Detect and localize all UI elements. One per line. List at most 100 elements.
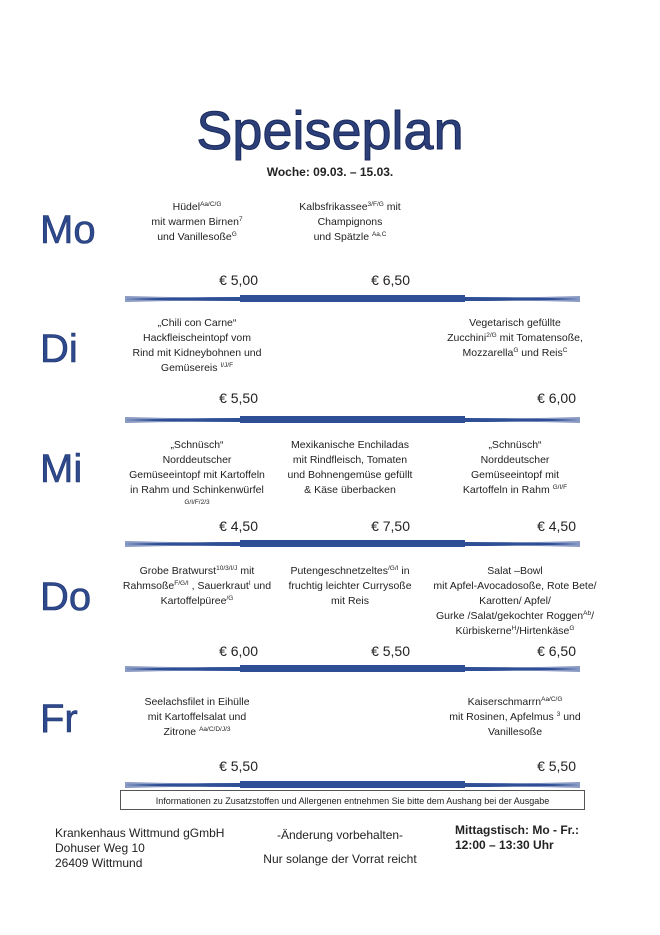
dish-text: „Chili con Carne“ — [157, 317, 237, 329]
dish-line: G/I/F/2/3 — [112, 498, 282, 513]
dish-line: und Bohnengemüse gefüllt — [275, 468, 425, 483]
allergen-code: Aa,C — [371, 231, 387, 238]
allergen-code: Aa/C/G — [200, 201, 222, 208]
dish-line: Grobe Bratwurst10/3/I/J mit — [112, 564, 282, 579]
dish-line: Karotten/ Apfel/ — [415, 594, 615, 609]
dish-price: € 5,50 — [219, 758, 258, 774]
dish-line: fruchtig leichter Currysoße — [275, 579, 425, 594]
dish-text: Gemüseeintopf mit — [470, 469, 560, 481]
dish-line: mit Rosinen, Apfelmus 3 und — [415, 710, 615, 725]
dish-text: „Schnüsch“ — [488, 439, 542, 451]
dish-text: und — [250, 580, 272, 592]
dish-line: „Schnüsch“ — [415, 438, 615, 453]
dish-text: Kartoffeln in Rahm — [462, 484, 553, 496]
hours-label: Mittagstisch: Mo - Fr.: — [455, 823, 579, 837]
dish-text: Hackfleischeintopf vom — [143, 332, 251, 344]
dish-description: Vegetarisch gefüllte Zucchini2/G mit Toma… — [415, 316, 615, 361]
dish-line: Gemüsereis I/J/F — [112, 361, 282, 376]
dish-line: Norddeutscher — [112, 453, 282, 468]
dish-text: Norddeutscher — [480, 454, 550, 466]
dish-price: € 5,50 — [371, 643, 410, 659]
allergen-code: Aa/C/G — [541, 696, 563, 703]
address: Krankenhaus Wittmund gGmbH Dohuser Weg 1… — [55, 826, 224, 871]
dish-price: € 6,00 — [219, 643, 258, 659]
dish-line: Gemüseeintopf mit Kartoffeln — [112, 468, 282, 483]
allergen-code: H — [511, 625, 517, 632]
dish-description: „Schnüsch“ Norddeutscher Gemüseeintopf mit… — [112, 438, 282, 513]
dish-text: „Schnüsch“ — [170, 439, 224, 451]
allergen-code: 3/F/G — [367, 201, 384, 208]
dish-text: Zitrone — [163, 726, 200, 738]
dish-text: Mexikanische Enchiladas — [291, 439, 409, 451]
day-label: Do — [40, 575, 92, 620]
dish-text: Putengeschnetzeltes — [290, 565, 388, 577]
dish-text: und Reis — [518, 347, 563, 359]
dish-text: Vanillesoße — [487, 726, 543, 738]
allergen-code: I/J/F — [220, 362, 234, 369]
dish-text: Kaiserschmarrn — [467, 696, 542, 708]
dish-price: € 5,00 — [219, 272, 258, 288]
dish-text: Salat –Bowl — [487, 565, 543, 577]
dish-line: & Käse überbacken — [275, 483, 425, 498]
dish-description: Kalbsfrikassee3/F/G mit Champignons und Sp… — [275, 200, 425, 245]
dish-description: Grobe Bratwurst10/3/I/J mit RahmsoßeF/G/I… — [112, 564, 282, 609]
dish-line: Salat –Bowl — [415, 564, 615, 579]
dish-description: Seelachsfilet in Eihülle mit Kartoffelsal… — [112, 695, 282, 740]
dish-text: , Sauerkraut — [188, 580, 249, 592]
dish-text: mit Tomatensoße, — [496, 332, 583, 344]
dish-line: Gemüseeintopf mit — [415, 468, 615, 483]
dish-text: Zucchini — [447, 332, 487, 344]
dish-line: Kalbsfrikassee3/F/G mit — [275, 200, 425, 215]
allergen-code: /G/I — [387, 565, 399, 572]
allergen-code: Aa/C/D/J/3 — [199, 726, 231, 733]
dish-price: € 4,50 — [219, 518, 258, 534]
dish-text: und — [560, 711, 581, 723]
address-line: 26409 Wittmund — [55, 856, 143, 870]
allergen-code: C — [562, 347, 568, 354]
dish-line: mit warmen Birnen7 — [112, 215, 282, 230]
dish-line: KürbiskerneH/HirtenkäseG — [415, 624, 615, 639]
dish-text: mit — [237, 565, 255, 577]
dish-text: Rahmsoße — [122, 580, 175, 592]
allergen-code: 3 — [556, 711, 561, 718]
dish-text: Gemüsereis — [160, 362, 221, 374]
dish-description: Mexikanische Enchiladas mit Rindfleisch, … — [275, 438, 425, 498]
address-line: Krankenhaus Wittmund gGmbH — [55, 826, 225, 840]
dish-text: fruchtig leichter Currysoße — [288, 580, 412, 592]
dish-line: „Schnüsch“ — [112, 438, 282, 453]
allergen-code: /G — [226, 595, 234, 602]
day-divider — [120, 778, 585, 790]
dish-line: Zucchini2/G mit Tomatensoße, — [415, 331, 615, 346]
dish-text: Champignons — [317, 216, 383, 228]
allergen-code: 10/3/I/J — [216, 565, 238, 572]
page-title: Speiseplan — [196, 101, 464, 162]
stock-note: Nur solange der Vorrat reicht — [263, 852, 417, 866]
dish-line: Norddeutscher — [415, 453, 615, 468]
dish-text: Rind mit Kidneybohnen und — [132, 347, 262, 359]
day-label: Di — [40, 327, 78, 372]
dish-line: mit Kartoffelsalat und — [112, 710, 282, 725]
dish-price: € 7,50 — [371, 518, 410, 534]
allergen-code: Ab — [583, 610, 592, 617]
dish-line: Zitrone Aa/C/D/J/3 — [112, 725, 282, 740]
hours-value: 12:00 – 13:30 Uhr — [455, 838, 554, 852]
dish-line: KaiserschmarrnAa/C/G — [415, 695, 615, 710]
dish-text: in Rahm und Schinkenwürfel — [130, 484, 264, 496]
dish-text: / — [591, 610, 594, 622]
dish-line: Kartoffelpüree/G — [112, 594, 282, 609]
dish-text: und Spätzle — [313, 231, 372, 243]
allergen-code: I — [248, 580, 251, 587]
day-label: Mi — [40, 447, 83, 492]
dish-line: Seelachsfilet in Eihülle — [112, 695, 282, 710]
allergen-code: F/G/I — [174, 580, 189, 587]
opening-hours: Mittagstisch: Mo - Fr.: 12:00 – 13:30 Uh… — [455, 823, 579, 853]
dish-line: HüdelAa/C/G — [112, 200, 282, 215]
dish-line: Putengeschnetzeltes/G/I in — [275, 564, 425, 579]
day-divider — [120, 413, 585, 425]
dish-price: € 5,50 — [219, 390, 258, 406]
dish-line: Mexikanische Enchiladas — [275, 438, 425, 453]
dish-text: in — [398, 565, 410, 577]
dish-text: Hüdel — [172, 201, 201, 213]
dish-text: mit Reis — [331, 595, 369, 607]
day-divider — [120, 292, 585, 304]
